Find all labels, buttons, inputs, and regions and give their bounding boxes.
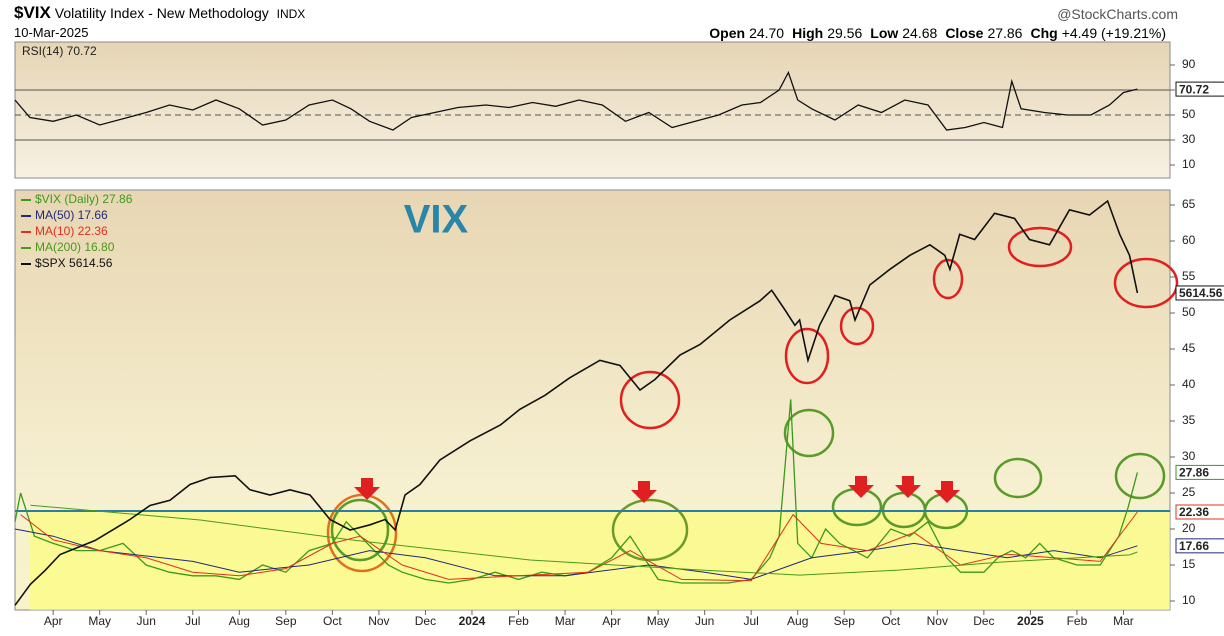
y-tick-label: 65 bbox=[1182, 197, 1196, 211]
y-tick-label: 50 bbox=[1182, 107, 1196, 121]
x-tick-label: May bbox=[88, 614, 111, 628]
quote: Open 24.70 High 29.56 Low 24.68 Close 27.86 Chg +… bbox=[701, 25, 1166, 41]
y-tick-label: 90 bbox=[1182, 57, 1196, 71]
y-tick-label: 20 bbox=[1182, 521, 1196, 535]
y-tick-label: 35 bbox=[1182, 413, 1196, 427]
title-row: $VIX Volatility Index - New Methodology … bbox=[14, 3, 305, 23]
x-tick-label: Dec bbox=[415, 614, 436, 628]
circle bbox=[839, 306, 875, 346]
quote-value: 27.86 bbox=[987, 25, 1023, 41]
value-flag bbox=[1175, 504, 1224, 520]
quote-value: +4.49 (+19.21%) bbox=[1061, 25, 1166, 41]
x-tick-label: 2024 bbox=[459, 614, 486, 628]
x-tick-label: Aug bbox=[787, 614, 808, 628]
date: 10-Mar-2025 bbox=[14, 25, 89, 40]
arrow bbox=[848, 476, 874, 498]
legend-label: $SPX 5614.56 bbox=[35, 256, 113, 270]
quote-label: Low bbox=[870, 25, 899, 41]
rsi-panel bbox=[14, 41, 1171, 179]
circle bbox=[330, 498, 390, 562]
x-tick-label: Apr bbox=[602, 614, 621, 628]
circle bbox=[783, 408, 835, 458]
y-tick-label: 55 bbox=[1182, 269, 1196, 283]
x-tick-label: Mar bbox=[1113, 614, 1134, 628]
x-tick-label: Jul bbox=[185, 614, 200, 628]
x-tick-label: Sep bbox=[834, 614, 856, 628]
circle bbox=[1007, 226, 1073, 268]
y-tick-label: 30 bbox=[1182, 449, 1196, 463]
value-flag-label: 5614.56 bbox=[1179, 286, 1223, 300]
value-flag-label: 17.66 bbox=[1179, 539, 1209, 553]
series-line bbox=[14, 399, 1139, 584]
value-flag-label: 22.36 bbox=[1179, 505, 1209, 519]
arrow bbox=[895, 476, 921, 498]
x-tick-label: May bbox=[647, 614, 670, 628]
circle bbox=[784, 327, 830, 385]
x-tick-label: 2025 bbox=[1017, 614, 1044, 628]
y-tick-label: 45 bbox=[1182, 341, 1196, 355]
x-tick-label: Feb bbox=[1067, 614, 1088, 628]
quote-label: High bbox=[792, 25, 824, 41]
y-tick-label: 40 bbox=[1182, 377, 1196, 391]
x-tick-label: Apr bbox=[44, 614, 63, 628]
index-name: Volatility Index - New Methodology bbox=[54, 5, 269, 21]
circle bbox=[619, 370, 681, 430]
arrow bbox=[631, 481, 657, 503]
y-tick-label: 30 bbox=[1182, 132, 1196, 146]
x-tick-label: Jun bbox=[695, 614, 714, 628]
x-tick-label: Jun bbox=[137, 614, 156, 628]
quote-value: 24.70 bbox=[749, 25, 785, 41]
symbol: $VIX bbox=[14, 3, 51, 22]
highlight-zone bbox=[30, 510, 1170, 610]
x-tick-label: Oct bbox=[881, 614, 900, 628]
x-tick-label: Mar bbox=[555, 614, 576, 628]
series-line bbox=[14, 70, 1138, 131]
series-line bbox=[14, 528, 1138, 580]
x-tick-label: Jul bbox=[744, 614, 759, 628]
value-flag-label: 27.86 bbox=[1179, 466, 1209, 480]
legend-label: $VIX (Daily) 27.86 bbox=[35, 192, 133, 206]
arrow bbox=[934, 481, 960, 503]
x-tick-label: Nov bbox=[927, 614, 948, 628]
x-tick-label: Nov bbox=[368, 614, 389, 628]
chart-title: VIX bbox=[404, 198, 469, 242]
quote-value: 24.68 bbox=[902, 25, 938, 41]
circle bbox=[611, 498, 689, 562]
y-tick-label: 15 bbox=[1182, 557, 1196, 571]
series-line bbox=[30, 504, 1138, 576]
arrow bbox=[354, 478, 380, 500]
circle bbox=[1113, 257, 1179, 309]
circle bbox=[993, 457, 1043, 499]
y-tick-label: 10 bbox=[1182, 593, 1196, 607]
y-tick-label: 25 bbox=[1182, 485, 1196, 499]
circle bbox=[1114, 452, 1166, 500]
x-tick-label: Oct bbox=[323, 614, 342, 628]
value-flag-label: 70.72 bbox=[1179, 82, 1209, 96]
legend-label: MA(50) 17.66 bbox=[35, 208, 108, 222]
x-tick-label: Dec bbox=[973, 614, 994, 628]
x-tick-label: Aug bbox=[229, 614, 250, 628]
series-line bbox=[14, 199, 1139, 606]
rsi-label: RSI(14) 70.72 bbox=[22, 44, 97, 58]
exchange: INDX bbox=[276, 7, 306, 21]
value-flag bbox=[1175, 285, 1224, 301]
y-tick-label: 50 bbox=[1182, 305, 1196, 319]
value-flag bbox=[1175, 81, 1224, 97]
circle bbox=[932, 258, 964, 300]
quote-label: Close bbox=[945, 25, 984, 41]
value-flag bbox=[1175, 464, 1224, 480]
source: @StockCharts.com bbox=[1057, 6, 1178, 22]
quote-label: Open bbox=[709, 25, 746, 41]
x-tick-label: Feb bbox=[508, 614, 529, 628]
value-flag bbox=[1175, 538, 1224, 554]
y-tick-label: 60 bbox=[1182, 233, 1196, 247]
x-tick-label: Sep bbox=[275, 614, 297, 628]
legend-label: MA(10) 22.36 bbox=[35, 224, 108, 238]
legend-label: MA(200) 16.80 bbox=[35, 240, 115, 254]
quote-value: 29.56 bbox=[827, 25, 863, 41]
quote-label: Chg bbox=[1030, 25, 1058, 41]
y-tick-label: 10 bbox=[1182, 157, 1196, 171]
